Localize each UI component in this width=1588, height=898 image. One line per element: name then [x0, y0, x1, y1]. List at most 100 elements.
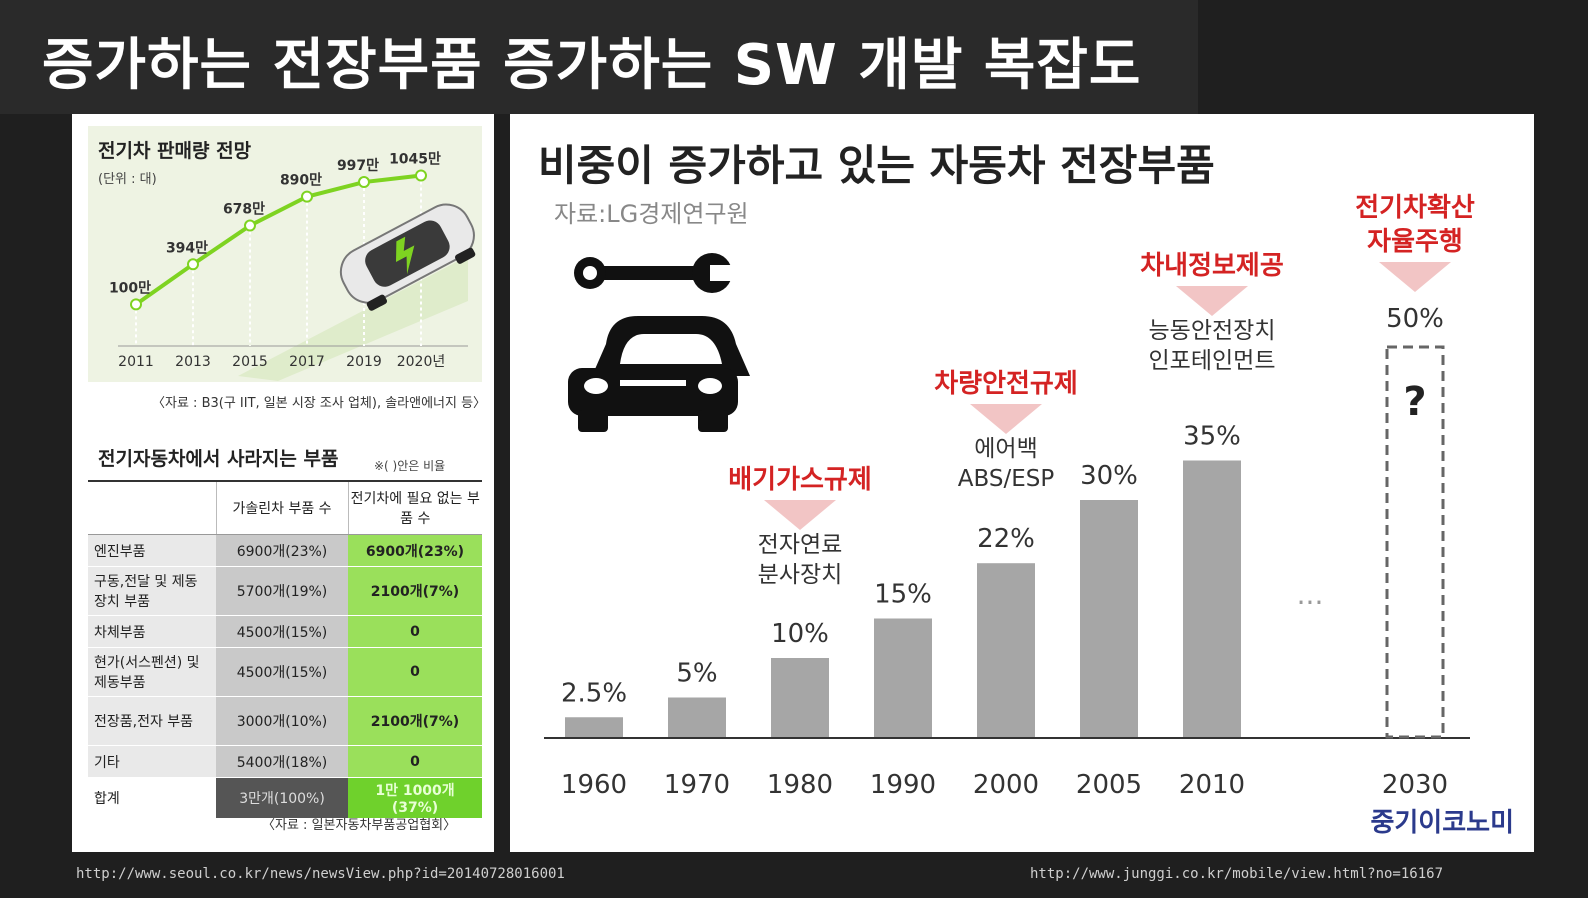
lightning-bolt — [395, 236, 415, 275]
x-tick-label: 2011 — [118, 354, 154, 370]
annotation-text: 능동안전장치 — [1149, 318, 1276, 344]
car-body — [568, 368, 738, 416]
table-header-cell: 가솔린차 부품 수 — [215, 480, 348, 535]
brand-logo: 중기이코노미 — [1370, 808, 1514, 838]
wheel — [455, 247, 476, 264]
slide-title: 증가하는 전장부품 증가하는 SW 개발 복잡도 — [42, 33, 1142, 98]
gasoline-parts-cell: 5400개(18%) — [216, 745, 348, 778]
table-source: 〈자료 : 일본자동차부품공업협회〉 — [262, 818, 457, 833]
wrench-icon — [574, 253, 734, 293]
x-tick-label: 2020년 — [397, 354, 446, 370]
data-label: 394만 — [166, 240, 208, 256]
wrench-hole — [583, 266, 597, 280]
gasoline-parts-cell: 5700개(19%) — [216, 566, 348, 616]
data-label: 30% — [1080, 461, 1138, 491]
bar-chart-source: 자료:LG경제연구원 — [554, 200, 749, 228]
wrench-handle — [596, 266, 706, 280]
total-cell: 3만개(100%) — [216, 777, 348, 819]
ev-unneeded-parts-cell: 0 — [348, 647, 482, 697]
annotation-heading: 차량안전규제 — [934, 369, 1078, 399]
table-row: 기타 5400개(18%) 0 — [88, 745, 482, 778]
data-label: 15% — [874, 580, 932, 610]
table-title: 전기자동차에서 사라지는 부품 — [98, 448, 339, 470]
car-icon — [568, 316, 750, 432]
x-tick-label: 1990 — [870, 770, 936, 800]
data-label: 10% — [771, 619, 829, 649]
table-row: 구동,전달 및 제동장치 부품 5700개(19%) 2100개(7%) — [88, 566, 482, 616]
total-cell: 1만 1000개(37%) — [348, 777, 482, 819]
data-label: 100만 — [109, 280, 151, 296]
ev-sales-line-chart: 100만 2011 394만 2013 678만 2015 890만 2017 997만 2019… — [109, 152, 476, 381]
data-label: 5% — [676, 659, 717, 689]
bar — [1080, 500, 1138, 737]
part-category-cell: 차체부품 — [88, 615, 216, 648]
ev-unneeded-parts-cell: 6900개(23%) — [348, 534, 482, 567]
data-point — [130, 298, 142, 311]
part-category-cell: 전장품,전자 부품 — [88, 696, 216, 746]
line-chart-unit: (단위 : 대) — [98, 172, 157, 187]
annotation-text: 분사장치 — [758, 562, 843, 588]
annotation-heading: 자율주행 — [1367, 227, 1463, 257]
part-category-cell: 현가(서스펜션) 및 제동부품 — [88, 647, 216, 697]
table-row: 전장품,전자 부품 3000개(10%) 2100개(7%) — [88, 696, 482, 746]
electronics-share-bar-chart: 2.5% 1960 5% 1970 10% 1980 15% 1990 22% 2000 30% 20… — [544, 193, 1475, 800]
unknown-mark: ? — [1403, 379, 1426, 425]
part-category-cell: 기타 — [88, 745, 216, 778]
table-header-cell — [88, 480, 216, 535]
annotation-heading: 차내정보제공 — [1140, 251, 1284, 281]
table-row: 현가(서스펜션) 및 제동부품 4500개(15%) 0 — [88, 647, 482, 697]
car-headlight — [584, 378, 608, 394]
data-label: 997만 — [337, 158, 379, 174]
table-header-row: 가솔린차 부품 수 전기차에 필요 없는 부품 수 — [88, 480, 482, 535]
series-line — [134, 173, 422, 306]
annotation-arrow — [1176, 286, 1248, 316]
data-point — [244, 219, 256, 232]
gasoline-parts-cell: 4500개(15%) — [216, 615, 348, 648]
bar — [977, 563, 1035, 737]
source-url-right[interactable]: http://www.junggi.co.kr/mobile/view.html… — [1030, 866, 1444, 882]
gasoline-parts-cell: 3000개(10%) — [216, 696, 348, 746]
x-tick-label: 2013 — [175, 354, 211, 370]
table-total-row: 합계 3만개(100%) 1만 1000개(37%) — [88, 777, 482, 819]
x-tick-label: 1970 — [664, 770, 730, 800]
data-label: 678만 — [223, 202, 265, 218]
data-label: 890만 — [280, 173, 322, 189]
electric-car-icon — [339, 203, 476, 311]
line-chart-title: 전기차 판매량 전망 — [98, 140, 252, 162]
table-row: 엔진부품 6900개(23%) 6900개(23%) — [88, 534, 482, 567]
gasoline-parts-cell: 6900개(23%) — [216, 534, 348, 567]
annotation-text: 에어백 — [974, 436, 1037, 462]
source-url-left[interactable]: http://www.seoul.co.kr/news/newsView.php… — [76, 866, 565, 882]
line-chart-source: 〈자료 : B3(구 IIT, 일본 시장 조사 업체), 솔라앤에너지 등〉 — [152, 396, 487, 411]
total-cell: 합계 — [88, 777, 216, 819]
annotation-text: ABS/ESP — [958, 466, 1055, 492]
bar — [874, 618, 932, 737]
car-window — [620, 334, 722, 364]
x-tick-label: 2010 — [1179, 770, 1245, 800]
x-tick-label: 2019 — [346, 354, 382, 370]
title-bar — [0, 0, 1198, 114]
data-point — [301, 190, 313, 203]
ribbon-shape — [238, 256, 468, 381]
data-label: 35% — [1183, 422, 1241, 452]
left-panel: 100만 2011 394만 2013 678만 2015 890만 2017 997만 2019… — [72, 114, 494, 852]
parts-table: 가솔린차 부품 수 전기차에 필요 없는 부품 수 엔진부품 6900개(23%)… — [88, 480, 482, 819]
ellipsis: ... — [1297, 578, 1324, 611]
table-note: ※( )안은 비율 — [374, 459, 446, 473]
ev-unneeded-parts-cell: 0 — [348, 745, 482, 778]
data-label: 2.5% — [561, 678, 627, 708]
bar — [668, 697, 726, 737]
ev-unneeded-parts-cell: 0 — [348, 615, 482, 648]
annotation-arrow — [764, 500, 836, 530]
bar-chart-title: 비중이 증가하고 있는 자동차 전장부품 — [538, 141, 1215, 190]
ev-unneeded-parts-cell: 2100개(7%) — [348, 696, 482, 746]
data-point — [187, 258, 199, 271]
future-bar-outline — [1385, 345, 1445, 739]
annotation-text: 전자연료 — [758, 532, 843, 558]
x-tick-label: 2005 — [1076, 770, 1142, 800]
x-tick-label: 1960 — [561, 770, 627, 800]
x-tick-label: 2015 — [232, 354, 268, 370]
bar — [771, 658, 829, 737]
ev-unneeded-parts-cell: 2100개(7%) — [348, 566, 482, 616]
right-panel: 2.5% 1960 5% 1970 10% 1980 15% 1990 22% 2000 30% 20… — [510, 114, 1534, 852]
